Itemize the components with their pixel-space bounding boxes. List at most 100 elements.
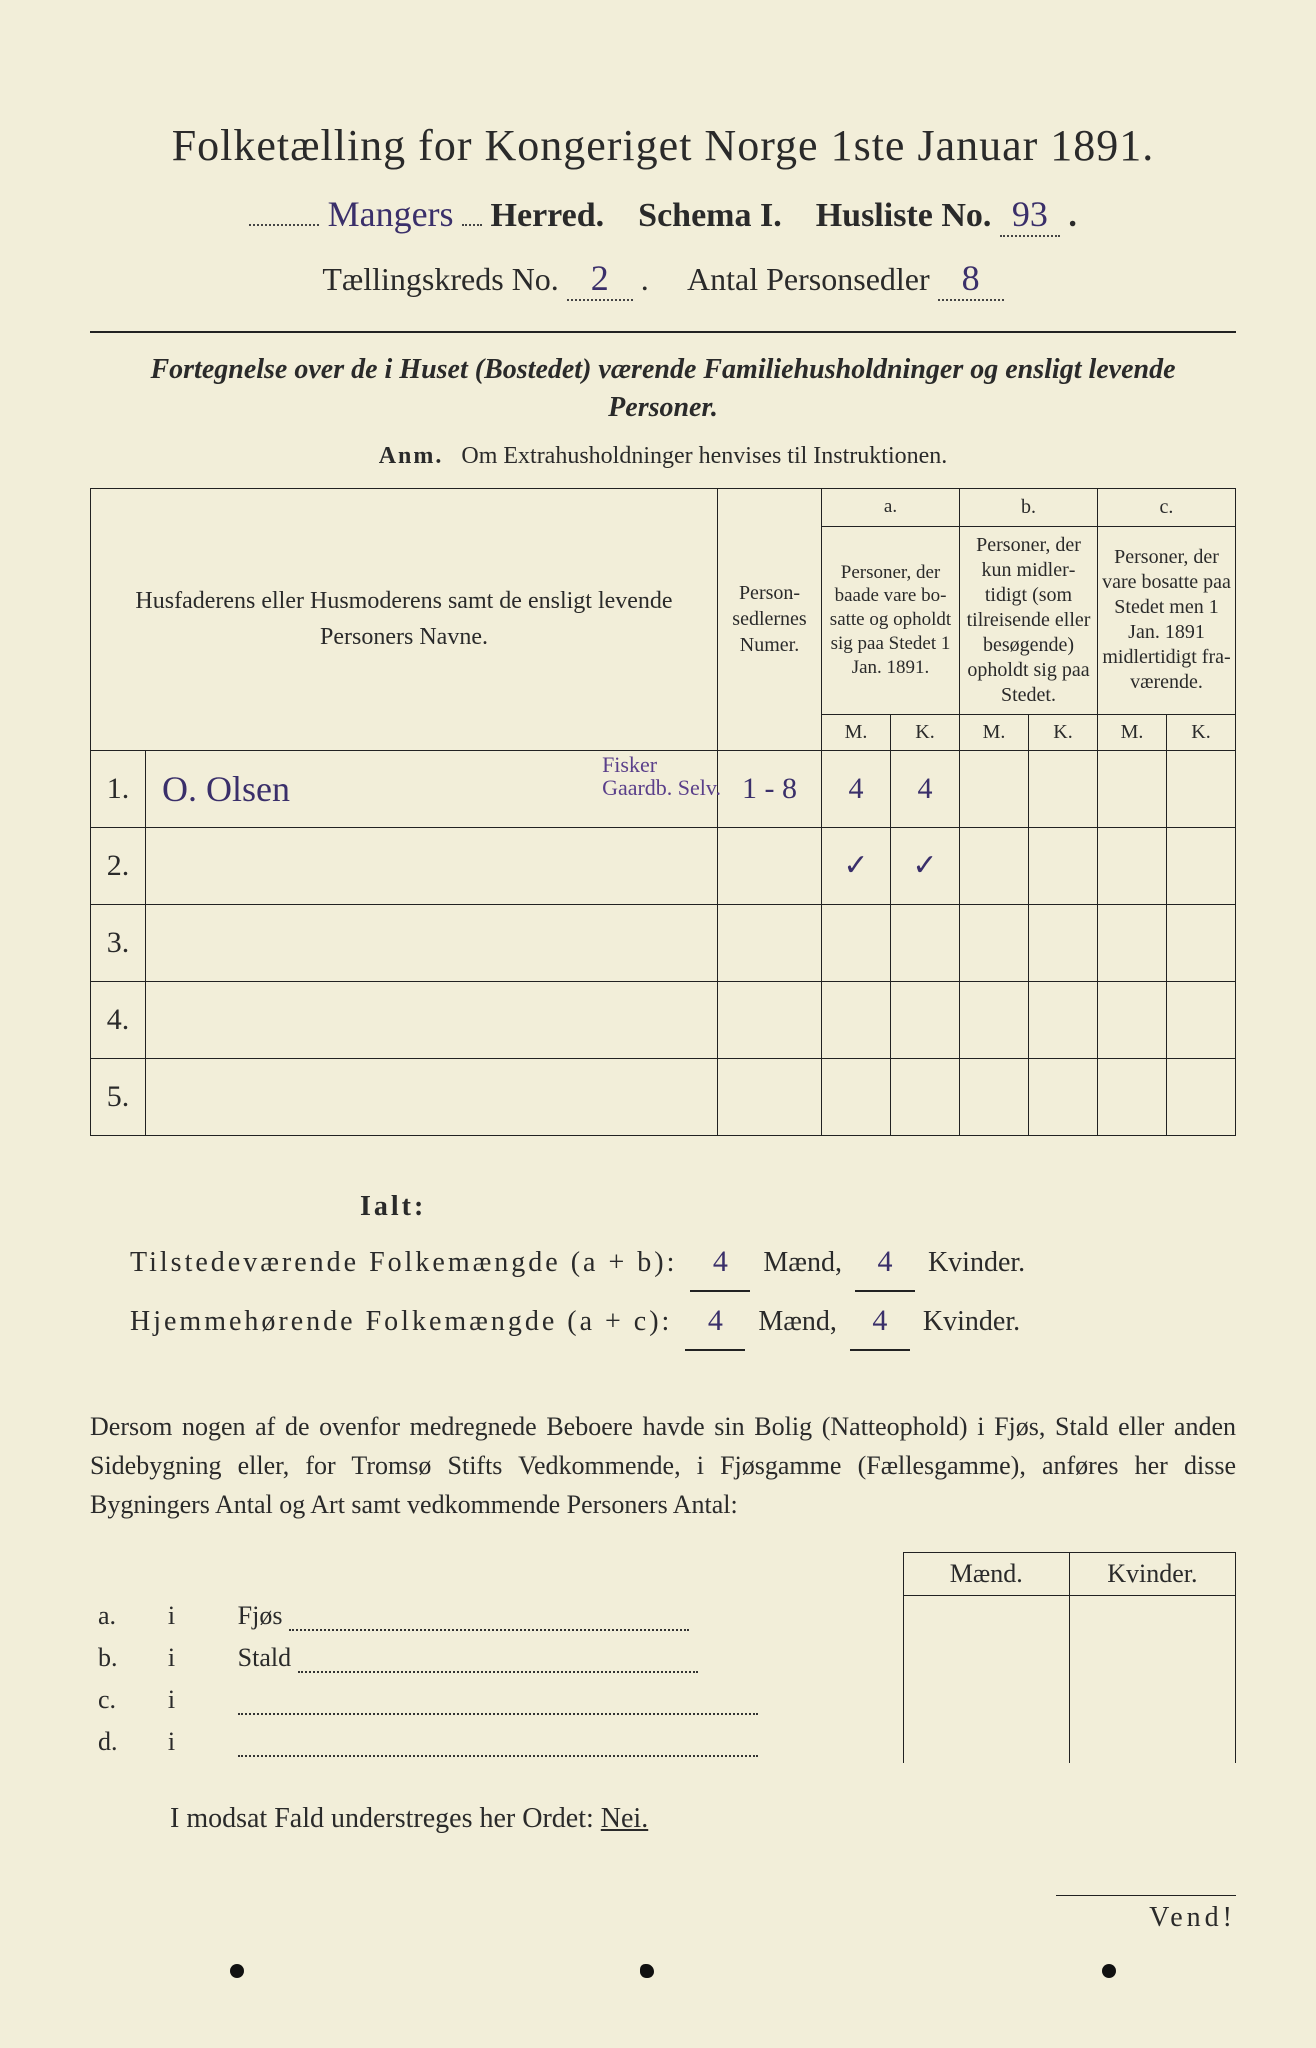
a-m-cell bbox=[822, 904, 891, 981]
b-k-cell bbox=[1029, 904, 1098, 981]
a-m-cell: 4 bbox=[822, 750, 891, 827]
c-k-cell bbox=[1167, 1058, 1236, 1135]
col-b-text: Personer, der kun midler­tidigt (som til… bbox=[960, 526, 1098, 714]
totals-block: Ialt: Tilstedeværende Folkemængde (a + b… bbox=[90, 1180, 1236, 1351]
ink-speck bbox=[1102, 1964, 1116, 1978]
lower-i: i bbox=[160, 1637, 230, 1679]
col-b-m: M. bbox=[960, 714, 1029, 750]
household-table: Husfaderens eller Husmode­rens samt de e… bbox=[90, 488, 1236, 1136]
lower-label bbox=[230, 1721, 904, 1763]
lower-i: i bbox=[160, 1679, 230, 1721]
kreds-label: Tællingskreds No. bbox=[322, 261, 558, 297]
name-cell bbox=[146, 827, 718, 904]
col-b-title: b. bbox=[960, 488, 1098, 526]
lower-i: i bbox=[160, 1595, 230, 1637]
col-c-k: K. bbox=[1167, 714, 1236, 750]
row-number: 3. bbox=[91, 904, 146, 981]
b-m-cell bbox=[960, 1058, 1029, 1135]
lower-head-m: Mænd. bbox=[903, 1552, 1069, 1595]
husliste-label: Husliste No. bbox=[816, 197, 992, 234]
anm-line: Anm. Om Extrahusholdninger henvises til … bbox=[90, 443, 1236, 470]
bygninger-paragraph: Dersom nogen af de ovenfor medregnede Be… bbox=[90, 1407, 1236, 1524]
lower-m-cell bbox=[903, 1595, 1069, 1637]
header-line-3: Tællingskreds No. 2 . Antal Personsedler… bbox=[90, 257, 1236, 301]
b-m-cell bbox=[960, 750, 1029, 827]
col-a-title: a. bbox=[822, 488, 960, 526]
lower-key: b. bbox=[90, 1637, 160, 1679]
schema-label: Schema I. bbox=[638, 197, 782, 234]
b-m-cell bbox=[960, 981, 1029, 1058]
lower-k-cell bbox=[1069, 1679, 1235, 1721]
lower-key: a. bbox=[90, 1595, 160, 1637]
c-m-cell bbox=[1098, 981, 1167, 1058]
nei-word: Nei. bbox=[601, 1803, 648, 1834]
name-cell bbox=[146, 904, 718, 981]
lower-key: d. bbox=[90, 1721, 160, 1763]
c-k-cell bbox=[1167, 904, 1236, 981]
divider bbox=[90, 331, 1236, 333]
vend-label: Vend! bbox=[1056, 1895, 1236, 1934]
c-m-cell bbox=[1098, 1058, 1167, 1135]
b-k-cell bbox=[1029, 1058, 1098, 1135]
kvinder-label-2: Kvinder. bbox=[923, 1306, 1020, 1337]
col-a-text: Personer, der baade vare bo­satte og oph… bbox=[822, 526, 960, 714]
page-title: Folketælling for Kongeriget Norge 1ste J… bbox=[90, 120, 1236, 171]
table-row: 4. bbox=[91, 981, 1236, 1058]
row-number: 4. bbox=[91, 981, 146, 1058]
header-line-2: Mangers Herred. Schema I. Husliste No. 9… bbox=[90, 193, 1236, 237]
lower-row: c.i bbox=[90, 1679, 1236, 1721]
maend-label-1: Mænd, bbox=[763, 1247, 842, 1278]
a-k-cell: ✓ bbox=[891, 827, 960, 904]
numer-cell bbox=[718, 904, 822, 981]
numer-cell: 1 - 8 bbox=[718, 750, 822, 827]
b-m-cell bbox=[960, 904, 1029, 981]
lower-label: Stald bbox=[230, 1637, 904, 1679]
hjemme-k: 4 bbox=[850, 1292, 910, 1351]
ink-speck bbox=[230, 1964, 244, 1978]
kreds-no: 2 bbox=[567, 257, 633, 301]
nei-line: I modsat Fald understreges her Ordet: Ne… bbox=[90, 1803, 1236, 1835]
a-m-cell: ✓ bbox=[822, 827, 891, 904]
a-m-cell bbox=[822, 981, 891, 1058]
col-c-m: M. bbox=[1098, 714, 1167, 750]
tilstede-label: Tilstedeværende Folkemængde (a + b): bbox=[130, 1247, 677, 1278]
name-cell bbox=[146, 1058, 718, 1135]
anm-text: Om Extrahusholdninger henvises til Instr… bbox=[461, 443, 947, 469]
col-a-k: K. bbox=[891, 714, 960, 750]
name-cell: O. OlsenFisker Gaardb. Selv. bbox=[146, 750, 718, 827]
tilstede-k: 4 bbox=[855, 1233, 915, 1292]
hjemme-label: Hjemmehørende Folkemængde (a + c): bbox=[130, 1306, 672, 1337]
name-cell bbox=[146, 981, 718, 1058]
a-k-cell: 4 bbox=[891, 750, 960, 827]
ialt-label: Ialt: bbox=[360, 1191, 426, 1222]
numer-cell bbox=[718, 1058, 822, 1135]
tilstede-m: 4 bbox=[690, 1233, 750, 1292]
a-k-cell bbox=[891, 904, 960, 981]
lower-k-cell bbox=[1069, 1637, 1235, 1679]
col-names: Husfaderens eller Husmode­rens samt de e… bbox=[91, 488, 718, 750]
a-k-cell bbox=[891, 981, 960, 1058]
lower-m-cell bbox=[903, 1637, 1069, 1679]
b-k-cell bbox=[1029, 981, 1098, 1058]
col-a-m: M. bbox=[822, 714, 891, 750]
margin-note: Fisker Gaardb. Selv. bbox=[602, 753, 721, 799]
lower-row: d.i bbox=[90, 1721, 1236, 1763]
c-m-cell bbox=[1098, 750, 1167, 827]
kvinder-label-1: Kvinder. bbox=[928, 1247, 1025, 1278]
lower-k-cell bbox=[1069, 1721, 1235, 1763]
row-number: 1. bbox=[91, 750, 146, 827]
c-k-cell bbox=[1167, 750, 1236, 827]
nei-text: I modsat Fald understreges her Ordet: bbox=[170, 1803, 594, 1834]
table-row: 1.O. OlsenFisker Gaardb. Selv.1 - 844 bbox=[91, 750, 1236, 827]
table-row: 5. bbox=[91, 1058, 1236, 1135]
hjemme-m: 4 bbox=[685, 1292, 745, 1351]
lower-i: i bbox=[160, 1721, 230, 1763]
antal-label: Antal Personsedler bbox=[687, 261, 930, 297]
ink-speck bbox=[640, 1964, 654, 1978]
husliste-no: 93 bbox=[1000, 193, 1060, 237]
table-row: 2.✓✓ bbox=[91, 827, 1236, 904]
col-c-title: c. bbox=[1098, 488, 1236, 526]
lower-m-cell bbox=[903, 1721, 1069, 1763]
b-m-cell bbox=[960, 827, 1029, 904]
a-m-cell bbox=[822, 1058, 891, 1135]
